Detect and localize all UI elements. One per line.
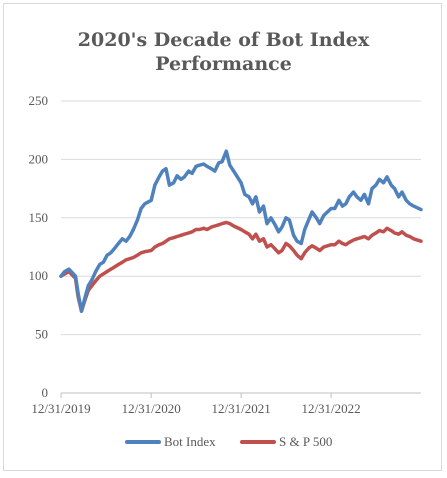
- y-tick-label: 50: [35, 327, 48, 342]
- y-tick-label: 250: [29, 93, 49, 108]
- gridlines: [61, 100, 421, 336]
- y-tick-label: 150: [29, 210, 49, 225]
- x-tick-label: 12/31/2021: [212, 401, 271, 416]
- series-line-bot-index: [59, 149, 423, 313]
- chart-title-line-2: Performance: [155, 53, 292, 75]
- x-tick-label: 12/31/2022: [301, 401, 360, 416]
- y-tick-label: 100: [29, 268, 49, 283]
- legend-label-bot-index: Bot Index: [164, 434, 216, 449]
- x-axis: 12/31/2019 12/31/2020 12/31/2021 12/31/2022: [31, 392, 421, 416]
- series-line-s-p-500: [59, 220, 423, 313]
- chart-title-line-1: 2020's Decade of Bot Index: [77, 29, 370, 51]
- y-axis-ticks: 0 50 100 150 200 250: [29, 93, 49, 400]
- x-tick-label: 12/31/2020: [122, 401, 181, 416]
- legend: Bot Index S & P 500: [125, 434, 332, 449]
- series-lines: [59, 149, 423, 313]
- x-tick-label: 12/31/2019: [31, 401, 90, 416]
- y-tick-label: 200: [29, 151, 49, 166]
- y-tick-label: 0: [42, 385, 49, 400]
- legend-label-s-p-500: S & P 500: [279, 434, 332, 449]
- chart-title: 2020's Decade of Bot Index Performance: [4, 28, 443, 76]
